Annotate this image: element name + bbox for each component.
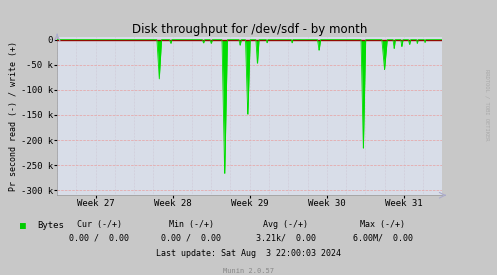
Text: 0.00 /  0.00: 0.00 / 0.00 [70, 234, 129, 243]
Text: Cur (-/+): Cur (-/+) [77, 220, 122, 229]
Text: Min (-/+): Min (-/+) [169, 220, 214, 229]
Text: Avg (-/+): Avg (-/+) [263, 220, 308, 229]
Y-axis label: Pr second read (-) / write (+): Pr second read (-) / write (+) [9, 41, 18, 191]
Text: Last update: Sat Aug  3 22:00:03 2024: Last update: Sat Aug 3 22:00:03 2024 [156, 249, 341, 258]
Text: Bytes: Bytes [37, 221, 64, 230]
Text: ■: ■ [20, 221, 26, 231]
Text: 3.21k/  0.00: 3.21k/ 0.00 [256, 234, 316, 243]
Text: Munin 2.0.57: Munin 2.0.57 [223, 268, 274, 274]
Title: Disk throughput for /dev/sdf - by month: Disk throughput for /dev/sdf - by month [132, 23, 367, 36]
Text: 6.00M/  0.00: 6.00M/ 0.00 [353, 234, 413, 243]
Text: 0.00 /  0.00: 0.00 / 0.00 [162, 234, 221, 243]
Text: RRDTOOL / TOBI OETIKER: RRDTOOL / TOBI OETIKER [485, 69, 490, 140]
Text: Max (-/+): Max (-/+) [360, 220, 405, 229]
